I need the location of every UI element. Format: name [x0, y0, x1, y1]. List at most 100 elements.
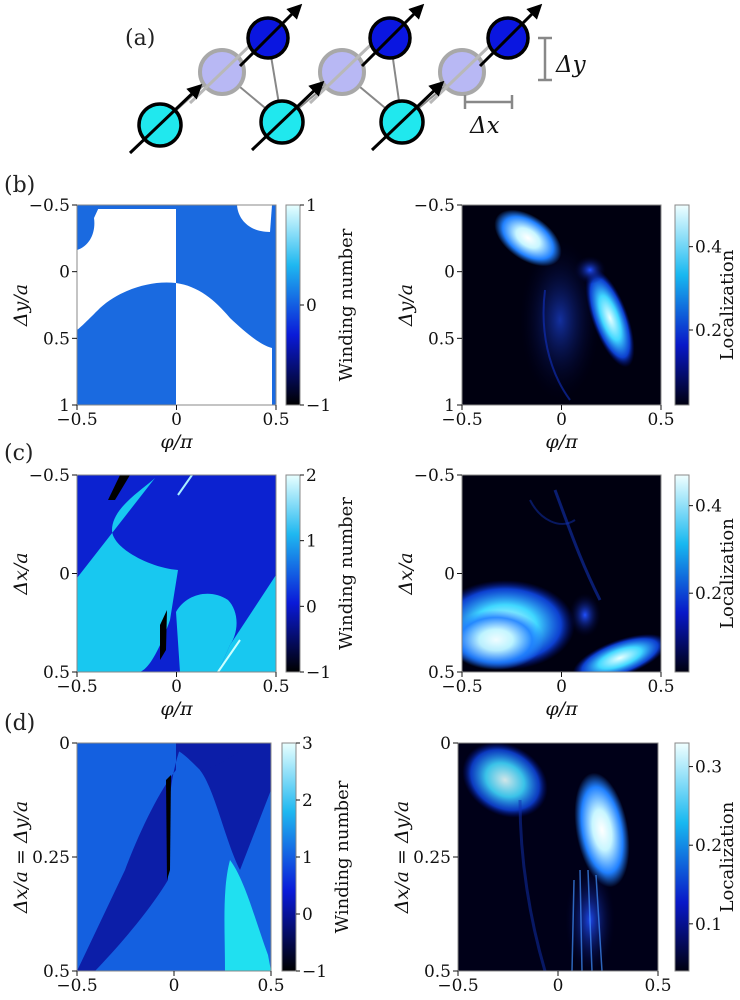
dark-spins [238, 3, 543, 68]
y-tick-label-b-right: −0.5 [414, 196, 455, 216]
x-tick-label-b-right: −0.5 [441, 410, 482, 430]
x-axis-label-d-right: φ/π [542, 997, 575, 1000]
y-axis-label-d-left: Δx/a = Δy/a [10, 801, 32, 914]
delta-y-label: Δy [555, 52, 587, 78]
x-tick-label-b-right: 0 [556, 410, 567, 430]
x-axis-label-b-right: φ/π [545, 431, 578, 453]
y-tick-label-c-right: 0 [444, 565, 455, 585]
colorbar-label-c-right: Localization [717, 518, 738, 629]
x-tick-label-d-left: 0.5 [257, 976, 284, 996]
x-tick-label-d-left: −0.5 [56, 976, 97, 996]
y-tick-label-b-left: 0.5 [43, 329, 70, 349]
x-tick-label-c-right: 0 [556, 677, 567, 697]
colorbar-tick-label-c-left: −1 [306, 663, 331, 683]
y-tick-label-d-left: 0.25 [32, 848, 70, 868]
y-tick-label-d-left: 0 [59, 734, 70, 754]
colorbar-d-right [674, 742, 690, 972]
x-tick-label-c-left: 0.5 [262, 677, 289, 697]
colorbar-d-left [281, 742, 297, 972]
x-tick-label-b-right: 0.5 [647, 410, 674, 430]
heatmap-c-left [77, 475, 276, 672]
x-tick-label-c-right: −0.5 [441, 677, 482, 697]
y-tick-label-b-left: 1 [59, 396, 70, 416]
colorbar-label-d-right: Localization [717, 801, 738, 912]
x-tick-label-c-right: 0.5 [647, 677, 674, 697]
x-tick-label-b-left: 0 [171, 410, 182, 430]
x-tick-label-d-right: 0.5 [644, 976, 671, 996]
x-tick-label-c-left: −0.5 [56, 677, 97, 697]
y-tick-label-d-right: 0 [440, 734, 451, 754]
colorbar-tick-label-d-left: 3 [302, 734, 313, 754]
panel-label-d: (d) [4, 711, 35, 736]
x-axis-label-b-left: φ/π [160, 431, 193, 453]
colorbar-tick-label-c-left: 1 [306, 532, 317, 552]
y-tick-label-c-right: 0.5 [428, 663, 455, 683]
colorbar-tick-label-d-right: 0.2 [695, 836, 722, 856]
colorbar-tick-label-d-left: 1 [302, 848, 313, 868]
y-axis-label-c-left: Δx/a [10, 552, 32, 595]
y-tick-label-c-left: 0 [59, 565, 70, 585]
colorbar-label-d-left: Winding number [332, 780, 353, 933]
colorbar-label-b-left: Winding number [336, 228, 357, 381]
y-axis-label-c-right: Δx/a [395, 552, 417, 595]
heatmap-d-left [77, 743, 271, 971]
colorbar-b-right [674, 204, 690, 406]
panel-label-b: (b) [4, 173, 35, 198]
x-axis-label-d-left: φ/π [158, 997, 191, 1000]
colorbar-tick-label-b-right: 0.2 [695, 321, 722, 341]
colorbar-tick-label-b-right: 0.4 [695, 238, 722, 258]
delta-x-label: Δx [469, 113, 500, 139]
y-tick-label-c-left: −0.5 [29, 466, 70, 486]
colorbar-tick-label-d-left: 2 [302, 791, 313, 811]
colorbar-b-left [285, 204, 301, 406]
y-tick-label-c-right: −0.5 [414, 466, 455, 486]
y-tick-label-b-left: −0.5 [29, 196, 70, 216]
colorbar-tick-label-c-right: 0.2 [695, 584, 722, 604]
x-axis-label-c-right: φ/π [545, 698, 578, 720]
x-tick-label-d-right: −0.5 [437, 976, 478, 996]
colorbar-tick-label-d-left: −1 [302, 962, 327, 982]
x-tick-label-d-right: 0 [553, 976, 564, 996]
y-tick-label-c-left: 0.5 [43, 663, 70, 683]
y-axis-label-d-right: Δx/a = Δy/a [391, 801, 413, 914]
y-tick-label-d-right: 0.25 [413, 848, 451, 868]
y-tick-label-b-left: 0 [59, 263, 70, 283]
x-tick-label-b-left: −0.5 [56, 410, 97, 430]
colorbar-tick-label-b-left: 1 [306, 196, 317, 216]
colorbar-tick-label-c-right: 0.4 [695, 497, 722, 517]
colorbar-label-c-left: Winding number [336, 497, 357, 650]
y-tick-label-d-left: 0.5 [43, 962, 70, 982]
y-tick-label-b-right: 0.5 [428, 329, 455, 349]
schematic: Δy Δx [128, 3, 587, 155]
colorbar-tick-label-b-left: 0 [306, 296, 317, 316]
delta-y-bracket [538, 36, 552, 82]
colorbar-c-left [285, 474, 301, 673]
light-spins [128, 80, 445, 155]
colorbar-tick-label-b-left: −1 [306, 396, 331, 416]
y-axis-label-b-right: Δy/a [395, 284, 417, 327]
delta-x-bracket [463, 95, 514, 109]
heatmap-b-left [77, 205, 276, 405]
colorbar-label-b-right: Localization [717, 249, 738, 360]
y-tick-label-d-right: 0.5 [424, 962, 451, 982]
colorbar-c-right [674, 474, 690, 673]
colorbar-tick-label-c-left: 2 [306, 466, 317, 486]
x-tick-label-c-left: 0 [171, 677, 182, 697]
y-axis-label-b-left: Δy/a [10, 284, 32, 327]
y-tick-label-b-right: 1 [444, 396, 455, 416]
heatmap-d-right [458, 743, 658, 971]
panel-label-a: (a) [125, 26, 155, 51]
ghost-spins [188, 29, 507, 105]
x-tick-label-d-left: 0 [169, 976, 180, 996]
panel-label-c: (c) [4, 441, 34, 466]
x-axis-label-c-left: φ/π [160, 698, 193, 720]
heatmap-c-right [462, 475, 661, 672]
colorbar-tick-label-d-right: 0.1 [695, 915, 722, 935]
colorbar-tick-label-c-left: 0 [306, 597, 317, 617]
heatmap-b-right [462, 205, 661, 405]
colorbar-tick-label-d-left: 0 [302, 905, 313, 925]
y-tick-label-b-right: 0 [444, 263, 455, 283]
colorbar-tick-label-d-right: 0.3 [695, 758, 722, 778]
